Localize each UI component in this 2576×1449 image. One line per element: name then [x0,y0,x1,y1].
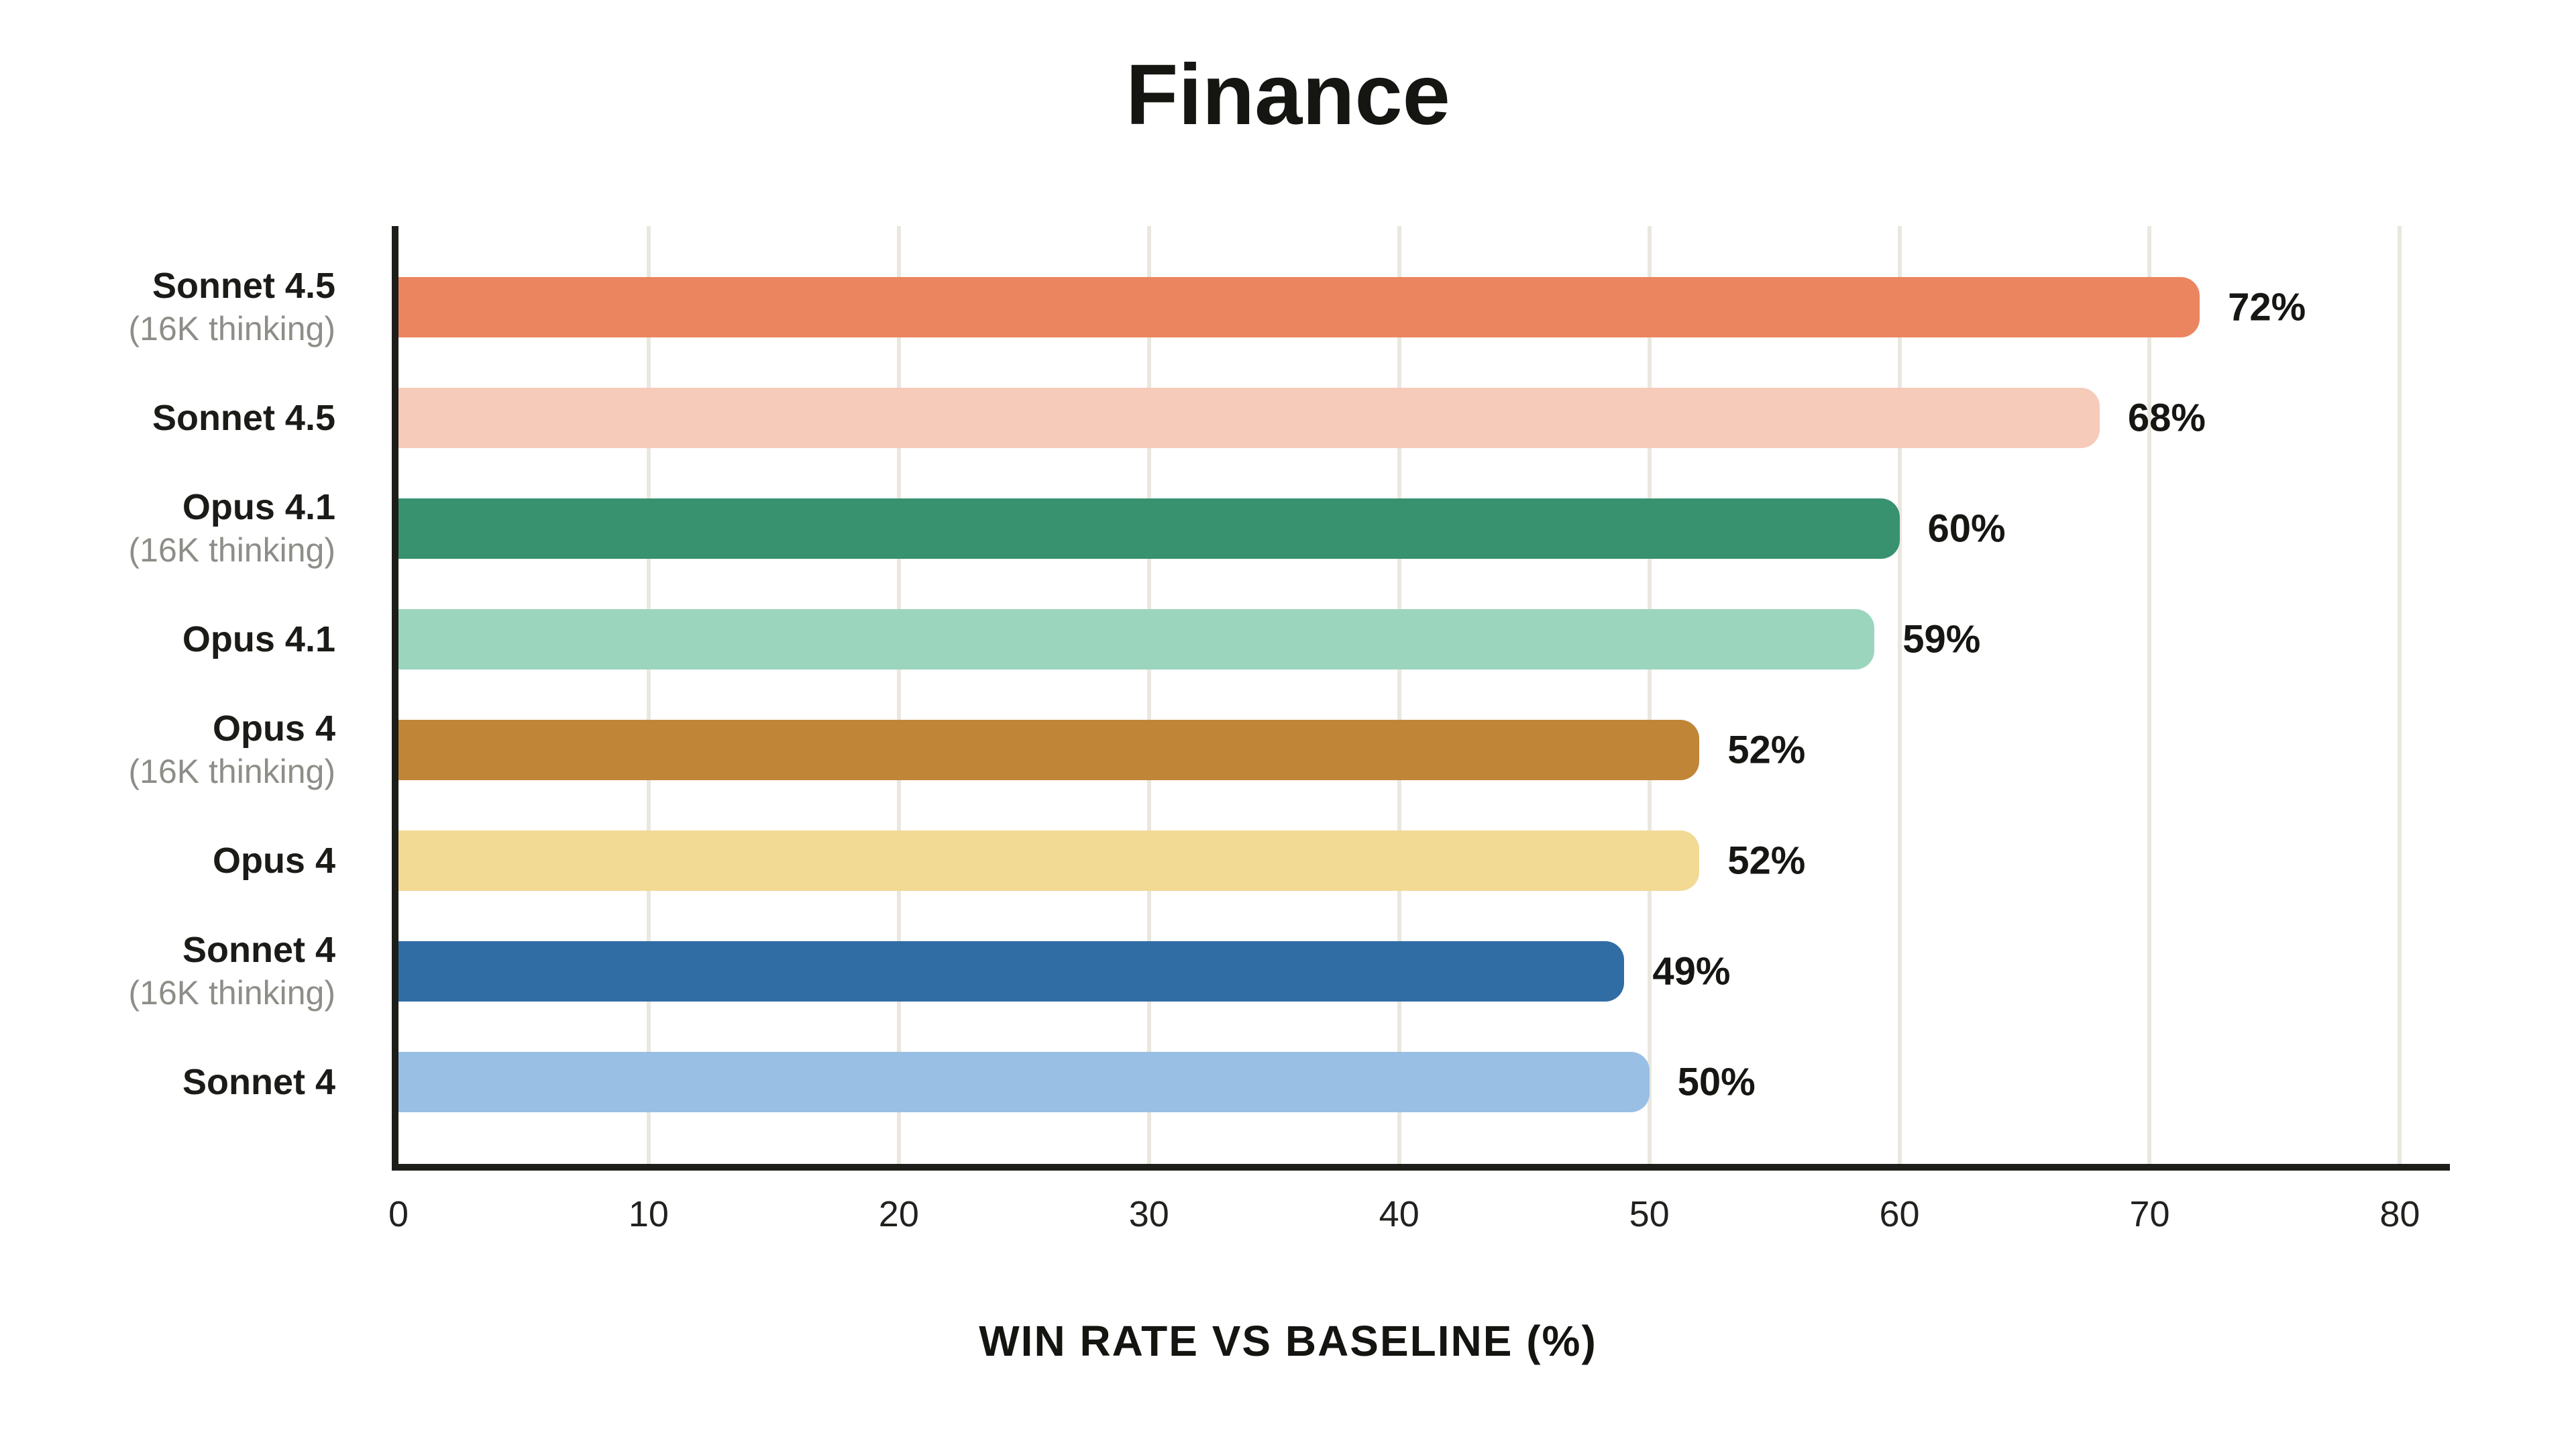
bar-value-label: 59% [1902,617,1981,661]
gridline [1146,226,1151,1164]
x-tick-label: 40 [1379,1194,1419,1234]
category-label-sub: (16K thinking) [128,753,336,790]
category-label-main: Sonnet 4.5 [152,398,335,438]
x-axis-title: WIN RATE VS BASELINE (%) [979,1317,1597,1365]
bar-value-label: 72% [2228,285,2306,329]
plot-area: 0 10 20 30 40 50 60 70 80 72% 68% 60% 59% 52% 52… [388,226,2450,1234]
category-label-main: Sonnet 4.5 [152,266,335,306]
gridline [1897,226,1902,1164]
category-label-main: Opus 4 [212,841,335,881]
category-label: Opus 4.1 (16K thinking) [129,486,336,572]
bar-5 [398,720,1700,780]
bar-row: 72% [398,277,2450,337]
chart-title: Finance [1126,47,1450,143]
bar-row: 50% [398,1052,2450,1112]
category-label-main: Opus 4.1 [182,487,335,527]
bar-row: 59% [398,609,2450,669]
x-tick-label: 0 [388,1194,409,1234]
bar-value-label: 52% [1727,839,1806,883]
bar-value-label: 49% [1652,949,1731,994]
category-label-main: Sonnet 4 [182,930,335,970]
bar-6 [398,830,1700,891]
bar-value-label: 52% [1727,728,1806,772]
x-tick-label: 20 [878,1194,919,1234]
category-label-sub: (16K thinking) [128,310,336,347]
bar-value-label: 50% [1677,1060,1756,1104]
bar-row: 60% [398,498,2450,559]
category-label: Opus 4 (16K thinking) [129,707,336,793]
category-label-main: Opus 4 [212,708,335,749]
x-tick-label: 30 [1128,1194,1169,1234]
bar-row: 49% [398,941,2450,1002]
category-label: Sonnet 4 [182,1061,335,1104]
bar-8 [398,1052,1650,1112]
gridline [1397,226,1401,1164]
x-tick-label: 50 [1629,1194,1670,1234]
x-tick-label: 80 [2379,1194,2420,1234]
category-label: Sonnet 4.5 (16K thinking) [129,264,336,350]
bar-value-label: 68% [2127,396,2206,440]
bar-row: 52% [398,720,2450,780]
gridline [1647,226,1652,1164]
gridline [646,226,651,1164]
bar-3 [398,498,1900,559]
category-label: Sonnet 4 (16K thinking) [129,928,336,1014]
x-tick-label: 10 [628,1194,669,1234]
category-label-sub: (16K thinking) [128,974,336,1012]
category-label: Sonnet 4.5 [152,396,335,439]
bar-1 [398,277,2200,337]
bar-4 [398,609,1875,669]
category-label: Opus 4 [213,839,335,882]
category-label-main: Opus 4.1 [182,619,335,659]
bar-value-label: 60% [1927,506,2006,551]
category-label: Opus 4.1 [182,618,335,661]
gridline [2147,226,2152,1164]
bar-7 [398,941,1625,1002]
bar-row: 52% [398,830,2450,891]
category-label-sub: (16K thinking) [128,531,336,569]
bar-row: 68% [398,388,2450,448]
x-tick-label: 70 [2129,1194,2170,1234]
gridline [2398,226,2402,1164]
x-tick-label: 60 [1879,1194,1920,1234]
category-label-main: Sonnet 4 [182,1062,335,1102]
gridline [896,226,901,1164]
bar-2 [398,388,2100,448]
